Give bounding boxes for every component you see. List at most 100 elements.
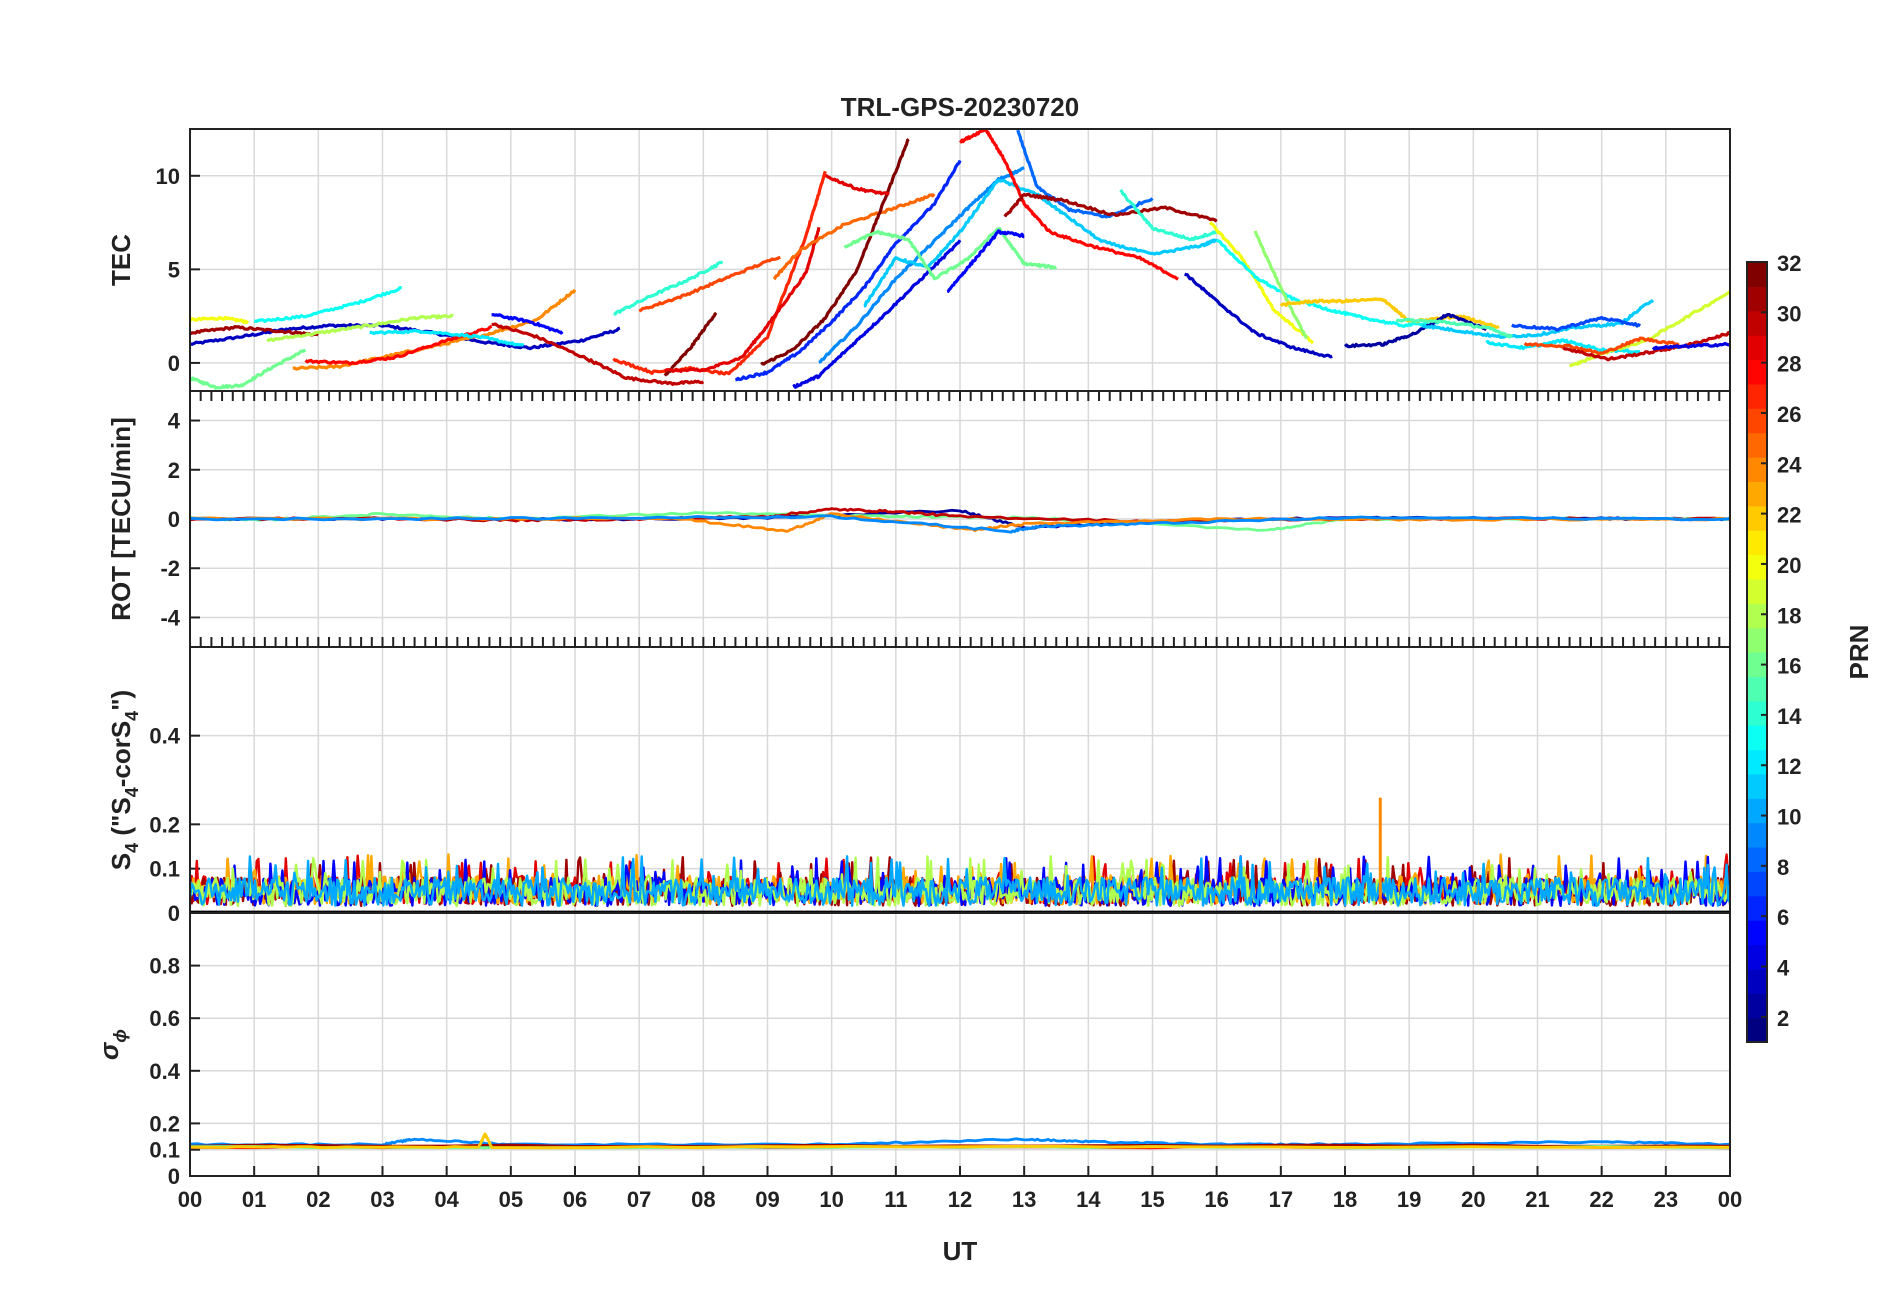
x-tick-label: 22 bbox=[1589, 1187, 1613, 1212]
series-prn-31 bbox=[190, 325, 320, 337]
colorbar-swatch bbox=[1747, 871, 1767, 897]
colorbar-tick-label: 12 bbox=[1777, 754, 1801, 779]
colorbar-tick-label: 2 bbox=[1777, 1006, 1789, 1031]
x-tick-label: 18 bbox=[1333, 1187, 1357, 1212]
colorbar-swatch bbox=[1747, 578, 1767, 604]
x-tick-label: 23 bbox=[1654, 1187, 1678, 1212]
colorbar-label: PRN bbox=[1844, 625, 1874, 680]
s4-ytick-label: 0 bbox=[168, 901, 180, 926]
colorbar-swatch bbox=[1747, 847, 1767, 872]
colorbar-tick-label: 14 bbox=[1777, 704, 1802, 729]
x-tick-label: 19 bbox=[1397, 1187, 1421, 1212]
x-tick-label: 06 bbox=[563, 1187, 587, 1212]
series-prn-4 bbox=[792, 239, 962, 389]
series-prn-28 bbox=[959, 129, 1179, 281]
colorbar-tick-label: 10 bbox=[1777, 805, 1801, 830]
series-prn-14 bbox=[1119, 188, 1218, 242]
series-prn-20 bbox=[190, 315, 250, 324]
s4-ylabel-part: 4 bbox=[122, 711, 142, 721]
colorbar-swatch bbox=[1747, 627, 1767, 653]
s4-ylabel-part: 4 bbox=[122, 787, 142, 797]
series-prn-16 bbox=[843, 227, 1058, 281]
colorbar-swatch bbox=[1747, 530, 1767, 556]
series-prn-12 bbox=[369, 328, 525, 347]
sigma-ytick-label: 0.8 bbox=[149, 954, 180, 979]
sigma-ylabel-symbol: σ bbox=[94, 1041, 124, 1060]
series-prn-13 bbox=[1215, 238, 1442, 328]
x-tick-label: 16 bbox=[1204, 1187, 1228, 1212]
sigma-ytick-label: 0.4 bbox=[149, 1059, 180, 1084]
s4-ytick-label: 0.1 bbox=[149, 857, 180, 882]
x-tick-label: 17 bbox=[1269, 1187, 1293, 1212]
series-prn-14 bbox=[613, 260, 724, 316]
x-tick-label: 21 bbox=[1525, 1187, 1549, 1212]
colorbar-tick-label: 24 bbox=[1777, 452, 1802, 477]
series-prn-22 bbox=[190, 1132, 1730, 1150]
series-prn-7 bbox=[1511, 315, 1642, 332]
colorbar-swatch bbox=[1747, 554, 1767, 580]
series-prn-30 bbox=[491, 322, 705, 386]
colorbar-swatch bbox=[1747, 359, 1767, 385]
colorbar-swatch bbox=[1747, 481, 1767, 507]
s4-panel: 00.10.20.4S4 ("S4-corS4") bbox=[106, 646, 1731, 926]
x-tick-label: 15 bbox=[1140, 1187, 1164, 1212]
colorbar-frame bbox=[1746, 261, 1768, 1043]
colorbar-swatch bbox=[1747, 262, 1767, 287]
colorbar-swatch bbox=[1747, 773, 1767, 799]
series-prn-18 bbox=[266, 313, 454, 343]
colorbar-swatch bbox=[1747, 457, 1767, 482]
colorbar-swatch bbox=[1747, 944, 1767, 970]
rot-ytick-label: 4 bbox=[168, 409, 181, 434]
series-prn-32 bbox=[663, 311, 718, 377]
x-axis-label: UT bbox=[943, 1236, 978, 1266]
x-tick-label: 20 bbox=[1461, 1187, 1485, 1212]
chart-title: TRL-GPS-20230720 bbox=[841, 92, 1079, 122]
s4-ylabel-part: ") bbox=[106, 690, 136, 711]
colorbar-swatch bbox=[1747, 749, 1767, 775]
x-tick-label: 11 bbox=[884, 1187, 907, 1212]
rot-panel: -4 -2 0 2 4 ROT [TECU/min] bbox=[106, 390, 1731, 648]
colorbar-tick-label: 8 bbox=[1777, 855, 1789, 880]
rot-ytick-label: -2 bbox=[160, 556, 180, 581]
colorbar-tick-label: 18 bbox=[1777, 603, 1801, 628]
colorbar-swatch bbox=[1747, 993, 1767, 1019]
rot-ytick-label: 0 bbox=[168, 507, 180, 532]
series-prn-20 bbox=[1208, 221, 1315, 345]
colorbar-swatch bbox=[1747, 968, 1767, 994]
colorbar-tick-label: 16 bbox=[1777, 654, 1801, 679]
colorbar-swatch bbox=[1747, 383, 1767, 409]
sigma-ytick-label: 0.6 bbox=[149, 1006, 180, 1031]
colorbar-swatch bbox=[1747, 920, 1767, 946]
series-prn-10 bbox=[190, 855, 1730, 908]
colorbar-swatch bbox=[1747, 286, 1767, 312]
x-tick-label: 07 bbox=[627, 1187, 651, 1212]
series-prn-9 bbox=[190, 514, 1730, 534]
colorbar-tick-label: 4 bbox=[1777, 956, 1790, 981]
colorbar-tick-label: 32 bbox=[1777, 251, 1801, 276]
colorbar-swatch bbox=[1747, 798, 1767, 824]
colorbar-swatch bbox=[1747, 822, 1767, 848]
rot-ylabel: ROT [TECU/min] bbox=[106, 417, 136, 621]
x-axis: 00 01 02 03 04 05 06 07 08 09 10 11 12 13 14 15 16 17 18 19… bbox=[178, 1166, 1742, 1212]
colorbar-swatch bbox=[1747, 676, 1767, 702]
sigma-ytick-label: 0.1 bbox=[149, 1138, 180, 1163]
series-prn-29 bbox=[663, 227, 821, 373]
sigma-ytick-label: 0.2 bbox=[149, 1111, 180, 1136]
series-prn-31 bbox=[1003, 192, 1218, 223]
s4-ylabel: S4 ("S4-corS4") bbox=[106, 690, 142, 870]
s4-ytick-label: 0.2 bbox=[149, 812, 180, 837]
tec-panel: 0 5 10 TEC bbox=[106, 128, 1731, 392]
tec-series-group bbox=[190, 129, 1730, 390]
series-prn-29 bbox=[824, 173, 890, 196]
colorbar-tick-label: 26 bbox=[1777, 402, 1801, 427]
series-prn-6 bbox=[734, 159, 962, 382]
colorbar-swatch bbox=[1747, 725, 1767, 751]
s4-ytick-label: 0.4 bbox=[149, 724, 180, 749]
sigma-series-group bbox=[190, 1132, 1730, 1150]
series-prn-8 bbox=[1016, 129, 1154, 219]
rot-series-group bbox=[190, 507, 1730, 534]
s4-ylabel-part: S bbox=[106, 853, 136, 870]
colorbar-swatch bbox=[1747, 310, 1767, 336]
